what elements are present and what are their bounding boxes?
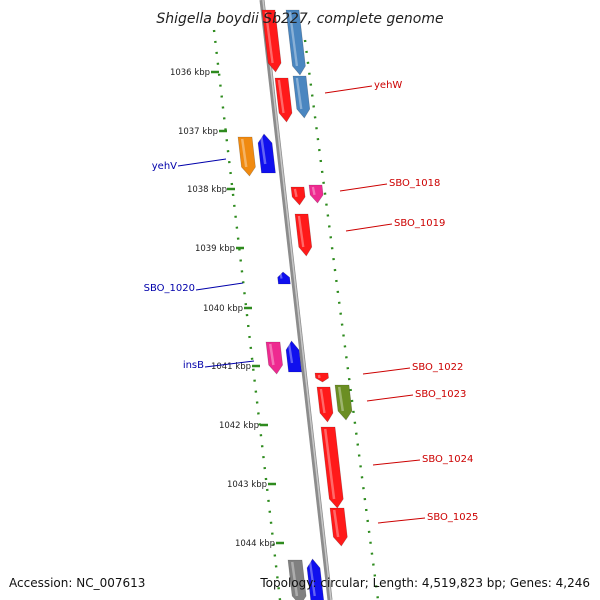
label-leader-line [366,394,414,402]
gene-label: SBO_1023 [415,389,466,400]
gene-feature [292,75,311,119]
gene-label: SBO_1022 [412,362,463,373]
gene-label: SBO_1020 [144,283,195,294]
gene-label: SBO_1018 [389,178,440,189]
gene-label: yehW [374,80,402,91]
tick-label: 1037 kbp [178,127,218,137]
tick-label: 1042 kbp [219,421,259,431]
label-leader-line [345,223,393,232]
gene-feature [334,384,353,421]
gene-features [237,9,353,600]
label-leader-line [377,517,426,524]
gene-feature-sbo-1019 [294,213,313,257]
inner-ring-dots [212,29,282,600]
gene-feature-insb [285,340,302,373]
gene-feature [265,341,283,375]
gene-feature [287,559,307,600]
gene-feature-sbo-1024 [320,426,344,509]
gene-feature-sbo-1022 [314,372,329,383]
genome-backbone [259,0,333,600]
gene-label: yehV [152,161,177,172]
tick-label: 1043 kbp [227,480,267,490]
topology-text: Topology: circular; Length: 4,519,823 bp… [259,576,590,590]
backbone-highlight [262,0,332,600]
label-leader-line [324,85,373,94]
label-leader-line [339,183,388,192]
gene-label: insB [183,360,204,371]
tick-label: 1040 kbp [203,304,243,314]
gene-feature [306,558,325,600]
tick-marks: 1036 kbp 1037 kbp 1038 kbp 1039 kbp 1040 kbp… [170,68,284,549]
gene-label: SBO_1024 [422,454,473,465]
label-leader-line [362,367,411,375]
gene-feature-yehv [257,133,276,174]
gene-feature [308,184,324,204]
gene-feature [285,9,306,76]
gene-labels: yehW SBO_1018 SBO_1019 SBO_1022 SBO_1023 SBO_… [144,80,479,523]
gene-label: SBO_1025 [427,512,478,523]
ring-dots [212,29,380,600]
gene-feature-sbo-1018 [290,186,306,206]
gene-feature [261,9,282,73]
tick-label: 1041 kbp [211,362,251,372]
map-title: Shigella boydii Sb227, complete genome [156,11,443,27]
gene-feature-sbo-1023 [316,386,334,423]
tick-label: 1044 kbp [235,539,275,549]
label-leader-line [195,282,244,291]
tick-label: 1039 kbp [195,244,235,254]
label-leader-line [372,459,421,466]
label-leaders [177,85,426,524]
gene-feature [237,136,256,177]
gene-feature-yehw [274,77,293,123]
gene-label: SBO_1019 [394,218,445,229]
gene-feature-sbo-1020 [277,271,291,285]
tick-label: 1036 kbp [170,68,210,78]
gene-feature-sbo-1025 [329,507,348,547]
tick-label: 1038 kbp [187,185,227,195]
label-leader-line [177,158,227,167]
label-leader-line [204,360,255,368]
accession-text: Accession: NC_007613 [9,576,145,590]
